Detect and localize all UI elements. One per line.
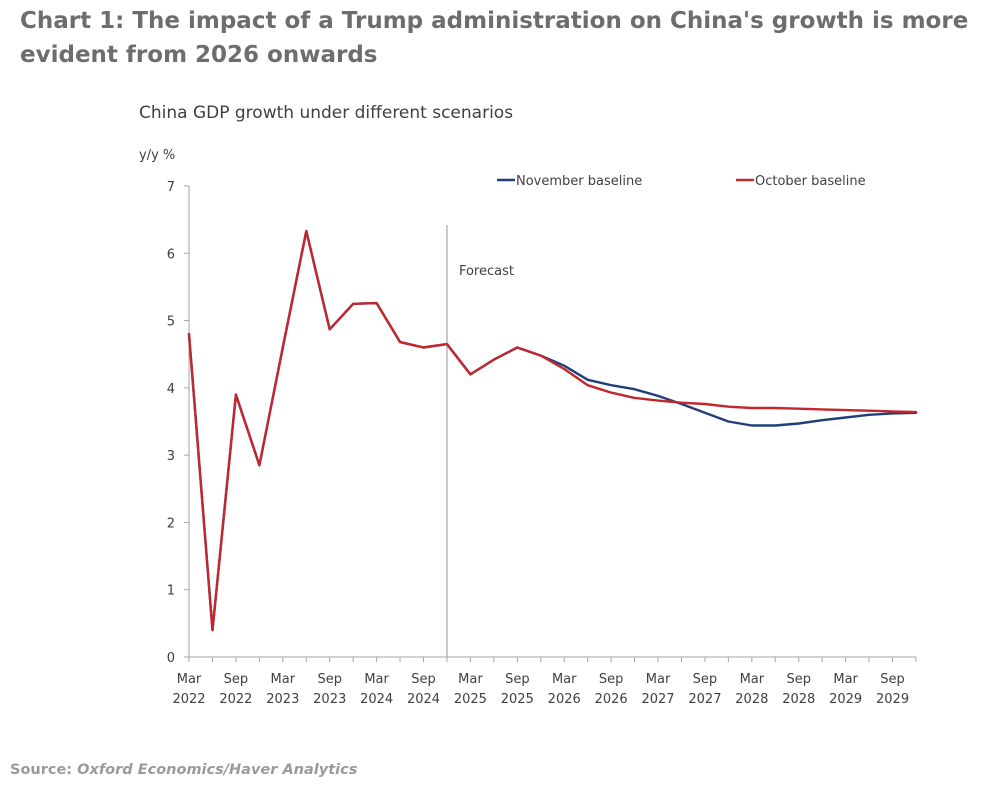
y-tick-label: 6 bbox=[167, 247, 175, 262]
series-line-october-baseline bbox=[187, 229, 918, 632]
x-tick-label-year: 2029 bbox=[876, 692, 909, 707]
x-axis: Mar 2022 Sep 2022 Mar 2023 Sep 2023 Mar 2024 Sep 20… bbox=[172, 656, 917, 707]
x-tick-label-month: Sep bbox=[880, 672, 905, 687]
x-tick-label-year: 2027 bbox=[688, 692, 721, 707]
y-tick-label: 3 bbox=[167, 449, 175, 464]
x-tick-label-month: Mar bbox=[364, 672, 389, 687]
x-tick-label-month: Mar bbox=[552, 672, 577, 687]
legend-label: November baseline bbox=[516, 174, 642, 189]
chart-title: China GDP growth under different scenari… bbox=[139, 103, 513, 123]
series-lines bbox=[187, 229, 918, 632]
x-tick-label-year: 2023 bbox=[313, 692, 346, 707]
x-tick-label-year: 2028 bbox=[735, 692, 768, 707]
x-tick-label-month: Mar bbox=[177, 672, 202, 687]
source-text: Oxford Economics/Haver Analytics bbox=[77, 762, 358, 778]
x-tick-label-year: 2027 bbox=[641, 692, 674, 707]
x-tick-label-month: Sep bbox=[317, 672, 342, 687]
chart-heading: Chart 1: The impact of a Trump administr… bbox=[20, 8, 969, 68]
forecast-label: Forecast bbox=[459, 264, 514, 279]
x-tick-label-year: 2026 bbox=[548, 692, 581, 707]
x-tick-label-year: 2022 bbox=[219, 692, 252, 707]
x-tick-label-year: 2028 bbox=[782, 692, 815, 707]
y-tick-label: 7 bbox=[167, 180, 175, 195]
y-tick-label: 5 bbox=[167, 315, 175, 330]
x-tick-label-month: Sep bbox=[411, 672, 436, 687]
y-tick-label: 2 bbox=[167, 516, 175, 531]
x-tick-label-year: 2024 bbox=[360, 692, 393, 707]
x-tick-label-year: 2024 bbox=[407, 692, 440, 707]
x-tick-label-year: 2025 bbox=[454, 692, 487, 707]
x-tick-label-month: Mar bbox=[740, 672, 765, 687]
legend: November baseline October baseline bbox=[497, 174, 866, 189]
x-tick-label-year: 2029 bbox=[829, 692, 862, 707]
source-label: Source: bbox=[10, 762, 73, 778]
x-tick-label-year: 2023 bbox=[266, 692, 299, 707]
forecast-marker: Forecast bbox=[446, 225, 514, 657]
x-tick-label-month: Sep bbox=[599, 672, 624, 687]
x-tick-label-month: Sep bbox=[786, 672, 811, 687]
x-tick-label-month: Mar bbox=[646, 672, 671, 687]
y-axis-label: y/y % bbox=[139, 148, 175, 163]
y-tick-label: 4 bbox=[167, 382, 175, 397]
x-tick-label-month: Mar bbox=[458, 672, 483, 687]
y-axis: 0 1 2 3 4 5 6 7 bbox=[167, 180, 190, 666]
x-tick-label-year: 2025 bbox=[501, 692, 534, 707]
x-tick-label-year: 2026 bbox=[595, 692, 628, 707]
source-note: Source: Oxford Economics/Haver Analytics bbox=[10, 762, 357, 778]
x-tick-label-month: Sep bbox=[693, 672, 718, 687]
y-tick-label: 1 bbox=[167, 584, 175, 599]
x-tick-label-year: 2022 bbox=[172, 692, 205, 707]
x-tick-label-month: Mar bbox=[833, 672, 858, 687]
x-tick-label-month: Sep bbox=[224, 672, 249, 687]
legend-label: October baseline bbox=[755, 174, 866, 189]
x-tick-label-month: Sep bbox=[505, 672, 530, 687]
y-tick-label: 0 bbox=[167, 651, 175, 666]
x-tick-label-month: Mar bbox=[271, 672, 296, 687]
series-line-november-baseline bbox=[187, 229, 918, 632]
